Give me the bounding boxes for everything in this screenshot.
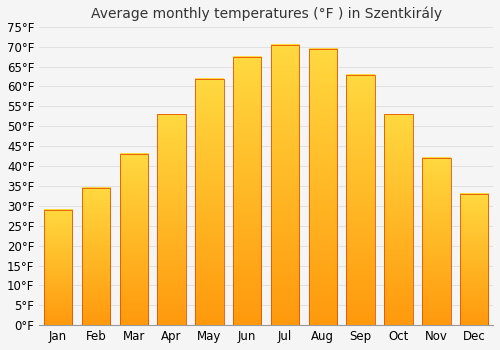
Title: Average monthly temperatures (°F ) in Szentkirály: Average monthly temperatures (°F ) in Sz… (90, 7, 442, 21)
Bar (233, 57, 262, 325)
Bar (308, 49, 337, 325)
Bar (271, 45, 299, 325)
Bar (195, 78, 224, 325)
Bar (120, 154, 148, 325)
Bar (460, 194, 488, 325)
Bar (44, 210, 72, 325)
Bar (384, 114, 412, 325)
Bar (346, 75, 375, 325)
Bar (82, 188, 110, 325)
Bar (158, 114, 186, 325)
Bar (422, 158, 450, 325)
